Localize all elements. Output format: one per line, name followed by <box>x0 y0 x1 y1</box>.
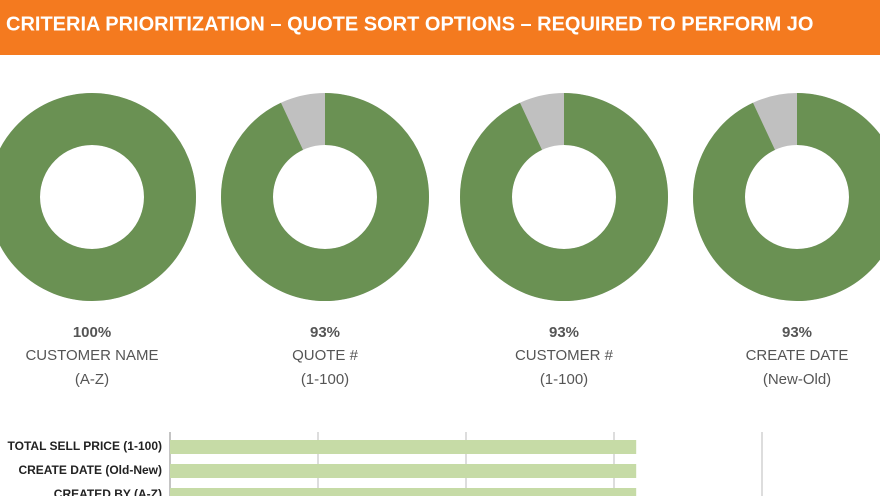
bar <box>170 440 637 454</box>
donut-value-label: 93% <box>310 324 340 341</box>
donut-segment <box>693 93 880 301</box>
donut-range: (1-100) <box>540 371 588 388</box>
donut-segment <box>460 93 668 301</box>
donut-name: QUOTE # <box>292 347 359 364</box>
donut-name: CREATE DATE <box>746 347 849 364</box>
donut-range: (1-100) <box>301 371 349 388</box>
bar <box>170 464 637 478</box>
header-title: CRITERIA PRIORITIZATION – QUOTE SORT OPT… <box>6 13 813 35</box>
donut-value-label: 93% <box>782 324 812 341</box>
donut-segment <box>0 93 196 301</box>
header-bar <box>0 0 880 55</box>
donut-name: CUSTOMER # <box>515 347 614 364</box>
y-tick-label: TOTAL SELL PRICE (1-100) <box>8 439 162 453</box>
donut-value-label: 93% <box>549 324 579 341</box>
donut-range: (A-Z) <box>75 371 109 388</box>
donut-range: (New-Old) <box>763 371 831 388</box>
donut-name: CUSTOMER NAME <box>25 347 158 364</box>
y-tick-label: CREATED BY (A-Z) <box>54 487 162 496</box>
donut-segment <box>221 93 429 301</box>
y-tick-label: CREATE DATE (Old-New) <box>18 463 162 477</box>
bar <box>170 488 637 496</box>
donut-value-label: 100% <box>73 324 111 341</box>
